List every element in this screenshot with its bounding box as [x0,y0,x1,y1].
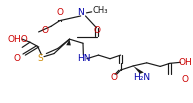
Text: S: S [38,54,43,63]
Text: O: O [93,26,100,35]
Text: OHO: OHO [8,35,29,44]
Text: O: O [110,73,117,82]
Text: O: O [56,8,63,17]
Text: H₂N: H₂N [133,73,150,82]
Text: O: O [182,75,189,84]
Text: OH: OH [178,58,192,67]
Text: O: O [14,54,20,63]
Text: N: N [77,8,84,17]
Polygon shape [133,66,144,74]
Text: O: O [41,26,48,35]
Polygon shape [66,39,71,45]
Text: CH₃: CH₃ [92,6,108,15]
Text: HN: HN [77,54,90,63]
